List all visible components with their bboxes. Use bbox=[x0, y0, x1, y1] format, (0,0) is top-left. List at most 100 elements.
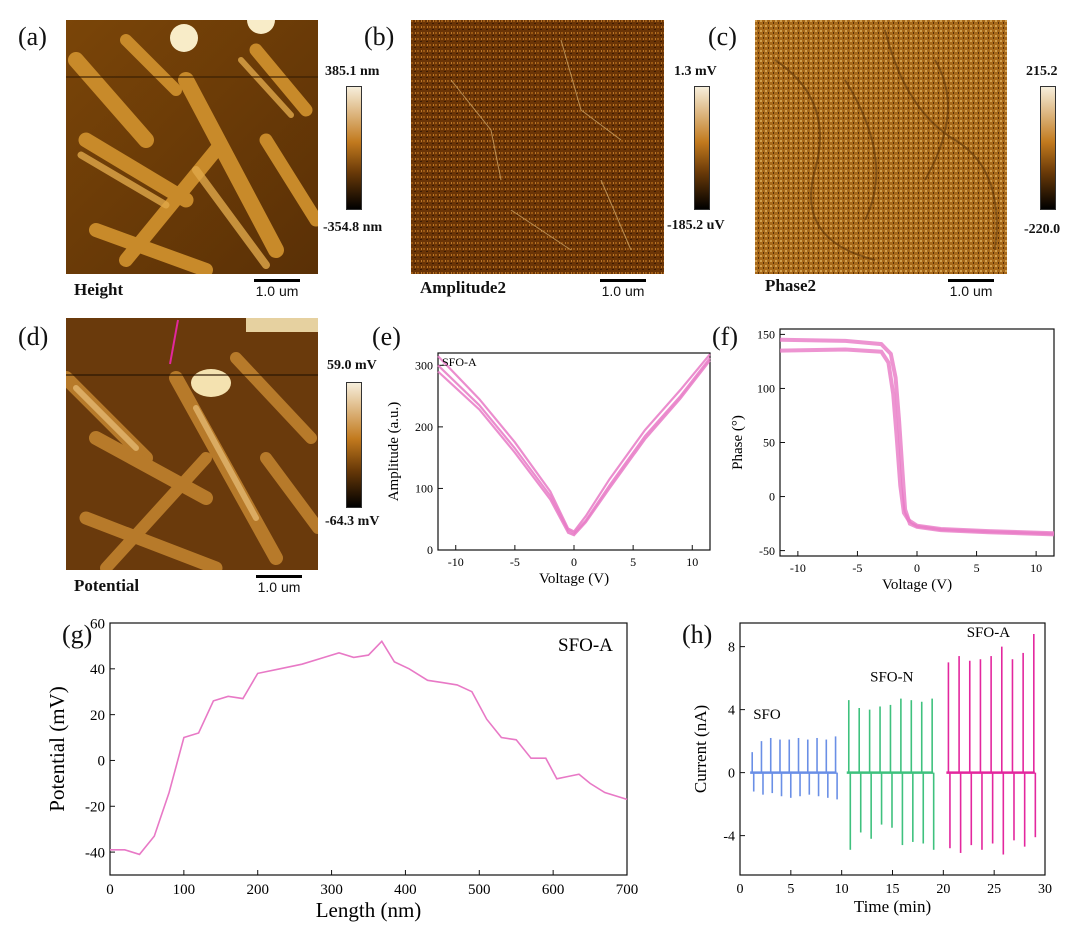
phase-title: Phase2 bbox=[765, 276, 816, 295]
amplitude-image bbox=[411, 20, 664, 274]
annotation-sfo-a: SFO-A bbox=[558, 635, 613, 656]
x-tick-label: 0 bbox=[914, 561, 920, 575]
x-tick-label: 10 bbox=[686, 555, 698, 569]
colorbar-min-d: -64.3 mV bbox=[325, 514, 380, 529]
x-tick-label: 200 bbox=[246, 882, 269, 898]
y-tick-label: 0 bbox=[427, 543, 433, 557]
y-axis-label: Current (nA) bbox=[691, 705, 710, 793]
colorbar-min-c: -220.0 bbox=[1024, 222, 1061, 237]
plot-frame bbox=[109, 622, 628, 876]
scale-bar-c: 1.0 um bbox=[946, 279, 996, 299]
x-tick-label: 0 bbox=[106, 882, 114, 898]
x-tick-label: 5 bbox=[974, 561, 980, 575]
scale-bar-b: 1.0 um bbox=[598, 279, 648, 299]
series-line-loop3 bbox=[437, 359, 711, 537]
x-tick-label: 5 bbox=[787, 882, 794, 897]
y-tick-label: 20 bbox=[90, 708, 105, 724]
scale-bar-text-b: 1.0 um bbox=[601, 283, 645, 299]
colorbar-max-d: 59.0 mV bbox=[327, 358, 377, 373]
colorbar-max-c: 215.2 bbox=[1026, 64, 1058, 79]
y-tick-label: 50 bbox=[763, 436, 775, 450]
potential-texture bbox=[66, 318, 318, 570]
x-tick-label: 30 bbox=[1038, 882, 1052, 897]
y-tick-label: 150 bbox=[757, 328, 775, 342]
scale-bar-a: 1.0 um bbox=[252, 279, 302, 299]
chart-g: 0 100 200 300 400 500 600 700 -40 -20 0 20 40 60 Lengt… bbox=[45, 616, 639, 922]
panel-label-d: (d) bbox=[18, 322, 49, 351]
series-line-loop1 bbox=[437, 353, 711, 533]
series-label-sfo: SFO bbox=[753, 707, 781, 723]
colorbar-min-b: -185.2 uV bbox=[667, 218, 725, 233]
x-tick-label: 500 bbox=[468, 882, 491, 898]
plot-frame bbox=[779, 328, 1055, 557]
height-image bbox=[66, 20, 318, 274]
panel-label-g: (g) bbox=[62, 620, 93, 649]
x-tick-label: -5 bbox=[510, 555, 520, 569]
potential-title: Potential bbox=[74, 576, 140, 595]
phase-texture bbox=[755, 20, 1007, 274]
y-tick-label: 300 bbox=[415, 359, 433, 373]
scale-bar-text-a: 1.0 um bbox=[255, 283, 299, 299]
phase-image bbox=[755, 20, 1007, 274]
y-tick-label: -20 bbox=[85, 800, 105, 816]
x-axis-label: Voltage (V) bbox=[882, 577, 952, 593]
colorbar-b bbox=[694, 86, 710, 210]
y-tick-label: 0 bbox=[769, 490, 775, 504]
y-tick-label: 0 bbox=[98, 754, 106, 770]
x-tick-label: 25 bbox=[987, 882, 1001, 897]
series-line-upper bbox=[779, 337, 1055, 537]
x-tick-label: 700 bbox=[616, 882, 639, 898]
amplitude-texture bbox=[411, 20, 664, 274]
x-tick-label: -5 bbox=[852, 561, 862, 575]
y-axis-label: Phase (°) bbox=[730, 415, 746, 470]
series-line-loop2 bbox=[437, 357, 711, 535]
y-axis-label: Amplitude (a.u.) bbox=[386, 402, 402, 502]
colorbar-min-a: -354.8 nm bbox=[323, 220, 383, 235]
y-tick-label: 100 bbox=[415, 482, 433, 496]
series-line-sfo-a bbox=[110, 639, 628, 856]
colorbar-a bbox=[346, 86, 362, 210]
scale-bar-text-d: 1.0 um bbox=[257, 579, 301, 595]
x-axis-label: Time (min) bbox=[854, 897, 931, 916]
height-title: Height bbox=[74, 280, 124, 299]
scale-bar-d: 1.0 um bbox=[254, 575, 304, 595]
x-tick-label: 0 bbox=[737, 882, 744, 897]
colorbar-d bbox=[346, 382, 362, 508]
y-tick-label: -4 bbox=[723, 830, 735, 845]
annotation-sfo-a: SFO-A bbox=[442, 355, 477, 369]
x-tick-label: 10 bbox=[1030, 561, 1042, 575]
x-tick-label: 15 bbox=[886, 882, 900, 897]
y-tick-label: 8 bbox=[728, 641, 735, 656]
x-tick-label: 300 bbox=[320, 882, 343, 898]
y-tick-label: -40 bbox=[85, 845, 105, 861]
panel-label-a: (a) bbox=[18, 22, 47, 51]
panel-label-f: (f) bbox=[712, 322, 738, 351]
panel-label-e: (e) bbox=[372, 322, 401, 351]
x-axis-label: Voltage (V) bbox=[539, 571, 609, 587]
x-tick-label: 100 bbox=[173, 882, 196, 898]
y-tick-label: 4 bbox=[728, 704, 735, 719]
chart-h: 0 5 10 15 20 25 30 -4 0 4 8 Time (min) Current (nA) S… bbox=[691, 622, 1052, 916]
panel-label-b: (b) bbox=[364, 22, 395, 51]
amplitude-title: Amplitude2 bbox=[420, 278, 506, 297]
y-tick-label: 0 bbox=[728, 767, 735, 782]
y-tick-label: 200 bbox=[415, 420, 433, 434]
colorbar-max-a: 385.1 nm bbox=[325, 64, 380, 79]
panel-label-h: (h) bbox=[682, 620, 713, 649]
colorbar-c bbox=[1040, 86, 1056, 210]
series-label-sfo-a: SFO-A bbox=[967, 625, 1011, 641]
x-tick-label: 5 bbox=[630, 555, 636, 569]
scale-bar-text-c: 1.0 um bbox=[949, 283, 993, 299]
plot-frame bbox=[739, 622, 1046, 876]
y-tick-label: 60 bbox=[90, 616, 105, 632]
height-texture bbox=[66, 20, 318, 274]
x-tick-label: 600 bbox=[542, 882, 565, 898]
x-tick-label: -10 bbox=[790, 561, 806, 575]
colorbar-max-b: 1.3 mV bbox=[674, 64, 717, 79]
panel-label-c: (c) bbox=[708, 22, 737, 51]
y-axis-label: Potential (mV) bbox=[45, 686, 69, 811]
x-tick-label: 0 bbox=[571, 555, 577, 569]
x-tick-label: 400 bbox=[394, 882, 417, 898]
